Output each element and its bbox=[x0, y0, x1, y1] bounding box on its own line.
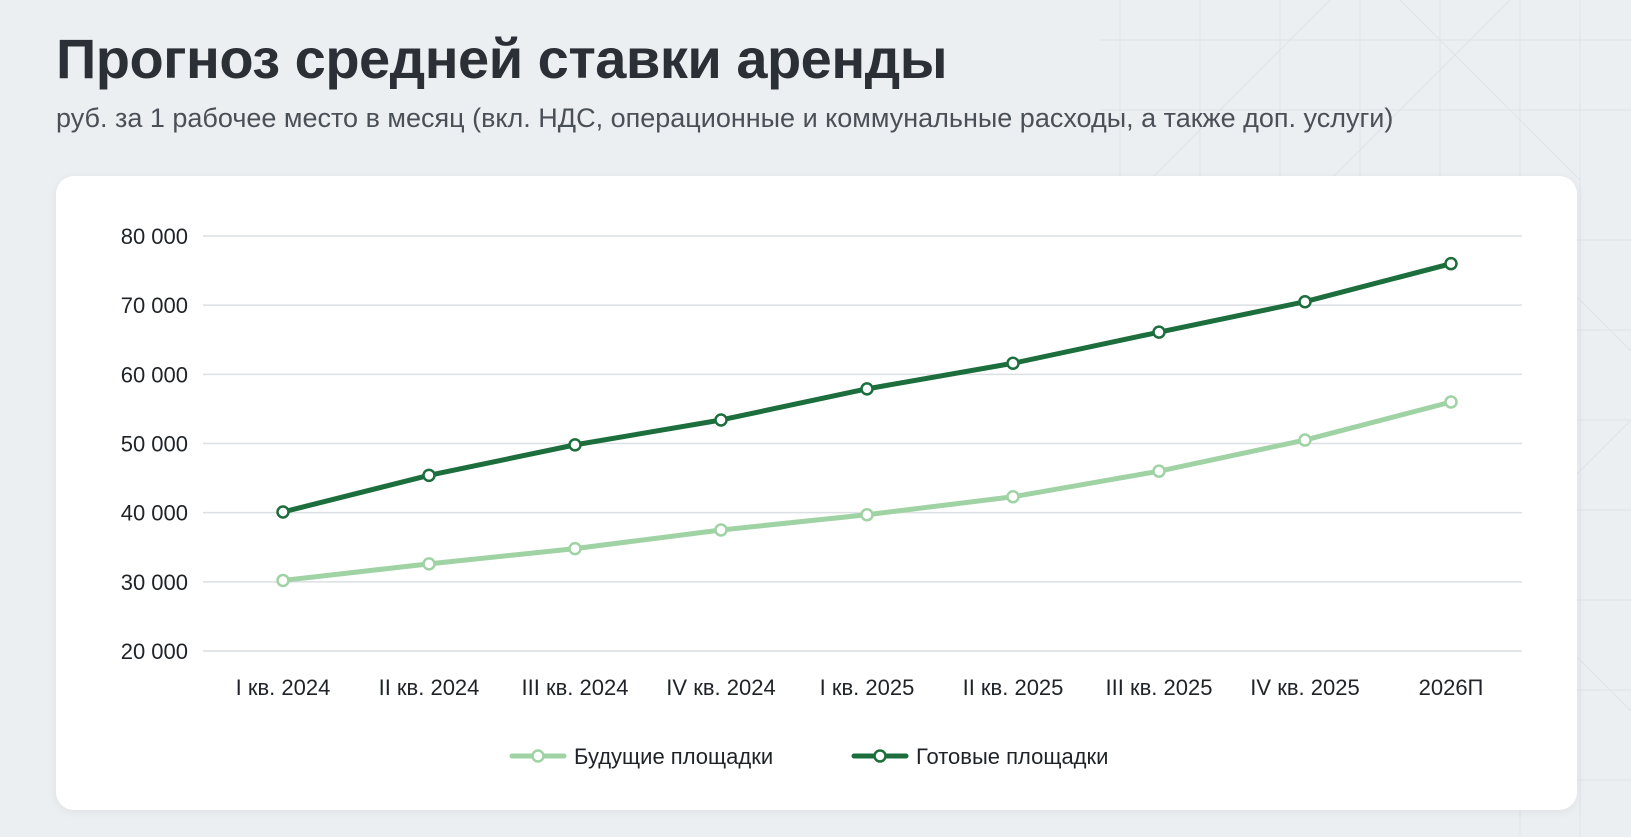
series-line bbox=[280, 399, 1454, 583]
x-tick-label: IV кв. 2024 bbox=[666, 675, 775, 700]
data-point bbox=[568, 438, 582, 452]
y-tick-label: 70 000 bbox=[121, 293, 188, 318]
legend-marker bbox=[873, 749, 887, 763]
legend: Будущие площадки Готовые площадки bbox=[509, 744, 1108, 769]
y-tick-label: 30 000 bbox=[121, 570, 188, 595]
data-point bbox=[714, 523, 728, 537]
legend-label: Будущие площадки bbox=[574, 744, 773, 769]
y-tick-label: 20 000 bbox=[121, 639, 188, 664]
x-tick-label: IV кв. 2025 bbox=[1250, 675, 1359, 700]
page-subtitle: руб. за 1 рабочее место в месяц (вкл. НД… bbox=[56, 103, 1394, 133]
y-tick-label: 50 000 bbox=[121, 432, 188, 457]
x-tick-label: III кв. 2024 bbox=[522, 675, 629, 700]
data-point bbox=[714, 413, 728, 427]
x-tick-label: I кв. 2024 bbox=[236, 675, 331, 700]
y-tick-label: 60 000 bbox=[121, 362, 188, 387]
data-point bbox=[422, 468, 436, 483]
series-group bbox=[276, 256, 1458, 588]
legend-item: Готовые площадки bbox=[851, 744, 1108, 769]
data-point bbox=[422, 557, 436, 571]
x-tick-label: II кв. 2025 bbox=[963, 675, 1064, 700]
data-point bbox=[1444, 395, 1458, 409]
series-2 bbox=[276, 256, 1458, 519]
data-point bbox=[1152, 464, 1166, 478]
data-point bbox=[1298, 294, 1312, 309]
y-tick-label: 40 000 bbox=[121, 501, 188, 526]
data-point bbox=[276, 573, 290, 588]
legend-marker bbox=[531, 749, 545, 763]
data-point bbox=[568, 541, 582, 556]
data-point bbox=[1006, 490, 1020, 504]
series-1 bbox=[276, 395, 1458, 588]
data-point bbox=[1152, 325, 1166, 339]
page-title: Прогноз средней ставки аренды bbox=[56, 27, 948, 90]
data-point bbox=[860, 382, 874, 396]
y-axis-ticks: 20 000 30 000 40 000 50 000 60 000 70 000 80 0… bbox=[121, 224, 188, 664]
x-tick-label: III кв. 2025 bbox=[1106, 675, 1213, 700]
data-point bbox=[1298, 433, 1312, 447]
chart-card bbox=[56, 176, 1577, 810]
data-point bbox=[1444, 256, 1458, 271]
x-axis-ticks: I кв. 2024 II кв. 2024 III кв. 2024 IV кв. … bbox=[236, 675, 1484, 700]
x-tick-label: II кв. 2024 bbox=[379, 675, 480, 700]
x-tick-label: 2026П bbox=[1419, 675, 1484, 700]
legend-label: Готовые площадки bbox=[916, 744, 1108, 769]
data-point bbox=[1006, 356, 1020, 371]
x-tick-label: I кв. 2025 bbox=[820, 675, 915, 700]
data-point bbox=[860, 507, 874, 522]
legend-item: Будущие площадки bbox=[509, 744, 773, 769]
y-tick-label: 80 000 bbox=[121, 224, 188, 249]
data-point bbox=[276, 505, 290, 519]
